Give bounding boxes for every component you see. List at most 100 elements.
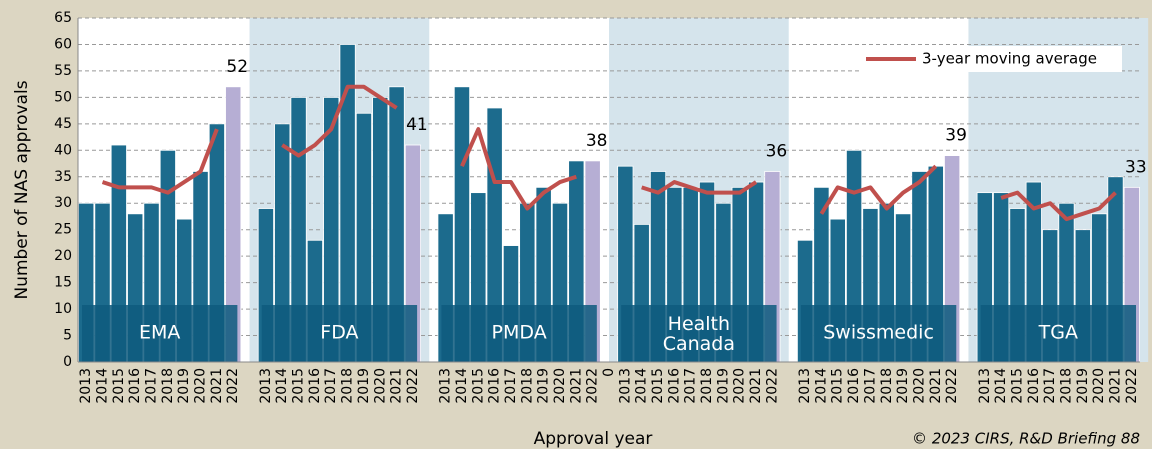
x-tick-label: 2021 [1107,368,1123,404]
y-tick-label: 35 [54,169,72,185]
y-tick-label: 5 [63,328,72,344]
x-tick-label: 2013 [617,368,633,404]
x-tick-label: 2022 [405,368,421,404]
x-tick-label: 2021 [389,368,405,404]
y-axis-title: Number of NAS approvals [12,80,32,299]
x-tick-label: 2018 [699,368,715,404]
x-tick-label: 2020 [372,368,388,404]
y-tick-label: 65 [54,10,72,26]
x-tick-label: 2013 [438,368,454,404]
x-tick-label: 2020 [911,368,927,404]
x-tick-label: 2022 [764,368,780,404]
panel-box [261,305,418,362]
panel-box [980,305,1136,362]
value-label: 33 [1125,157,1147,177]
x-tick-label: 2019 [1075,368,1091,404]
x-tick-label: 2018 [160,368,176,404]
x-tick-label: 2014 [634,368,650,404]
panel-box [621,305,777,362]
moving-average-line [460,127,577,211]
panel-label: PMDA [492,322,547,344]
x-tick-label: 2014 [95,368,111,404]
panel-box [441,305,597,362]
y-tick-label: 25 [54,222,72,238]
x-tick-label: 2017 [862,368,878,404]
x-tick-label: 2013 [258,368,274,404]
source: © 2023 CIRS, R&D Briefing 88 [912,430,1140,448]
x-tick-label: 2020 [552,368,568,404]
y-tick-label: 60 [54,36,72,52]
x-tick-label: 2014 [274,368,290,404]
x-tick-label: 2015 [830,368,846,404]
x-tick-label: 2016 [307,368,323,404]
y-tick-label: 55 [54,63,72,79]
x-tick-label: 2019 [895,368,911,404]
x-tick-label: 2014 [813,368,829,404]
panel-box [82,305,238,362]
x-tick-label: 2013 [977,368,993,404]
value-label: 41 [406,115,428,135]
moving-average-line [819,164,938,215]
moving-average-line [101,128,219,195]
value-label: 38 [586,131,608,151]
value-label: 52 [226,57,248,77]
panel-label: TGA [1038,322,1078,344]
panel-label: EMA [139,322,180,344]
x-tick-label: 2019 [176,368,192,404]
x-tick-label: 2013 [78,368,94,404]
x-tick-label: 2021 [748,368,764,404]
x-tick-label: 2016 [666,368,682,404]
x-tick-label: 2019 [536,368,552,404]
moving-average-line [1000,190,1117,222]
x-axis-title: Approval year [534,429,653,449]
x-tick-label: 2017 [323,368,339,404]
y-tick-label: 30 [54,195,72,211]
separator-label: 0 [601,368,617,377]
x-tick-label: 2016 [487,368,503,404]
x-tick-label: 2013 [797,368,813,404]
x-tick-label: 2021 [928,368,944,404]
y-tick-label: 40 [54,142,72,158]
y-tick-label: 50 [54,89,72,105]
x-tick-label: 2015 [291,368,307,404]
x-tick-label: 2015 [111,368,127,404]
x-tick-label: 2019 [715,368,731,404]
y-tick-label: 10 [54,301,72,317]
x-tick-label: 2022 [585,368,601,404]
value-label: 36 [766,141,788,161]
y-tick-label: 0 [63,354,72,370]
y-tick-label: 20 [54,248,72,264]
x-tick-label: 2016 [1026,368,1042,404]
x-tick-label: 2015 [470,368,486,404]
x-tick-label: 2017 [683,368,699,404]
panel-label: Swissmedic [823,322,934,344]
x-tick-label: 2015 [650,368,666,404]
x-tick-label: 2015 [1009,368,1025,404]
x-tick-label: 2022 [225,368,241,404]
panel-box [800,305,957,362]
x-tick-label: 2018 [340,368,356,404]
moving-average-line [281,84,398,158]
legend-label: 3-year moving average [922,50,1097,68]
x-tick-label: 2022 [944,368,960,404]
x-tick-label: 2020 [732,368,748,404]
x-tick-label: 2014 [993,368,1009,404]
y-tick-label: 45 [54,116,72,132]
x-tick-label: 2020 [1091,368,1107,404]
x-tick-label: 2021 [568,368,584,404]
x-tick-label: 2017 [1042,368,1058,404]
x-tick-label: 2021 [209,368,225,404]
x-tick-label: 2017 [144,368,160,404]
x-tick-label: 2016 [846,368,862,404]
x-tick-label: 2018 [519,368,535,404]
y-tick-label: 15 [54,275,72,291]
panel-label: Health Canada [663,313,735,355]
panel-label: FDA [320,322,358,344]
x-tick-label: 2020 [193,368,209,404]
moving-average-line [641,180,758,195]
x-tick-label: 2014 [454,368,470,404]
value-label: 39 [945,126,967,146]
x-tick-label: 2018 [879,368,895,404]
x-tick-label: 2016 [127,368,143,404]
